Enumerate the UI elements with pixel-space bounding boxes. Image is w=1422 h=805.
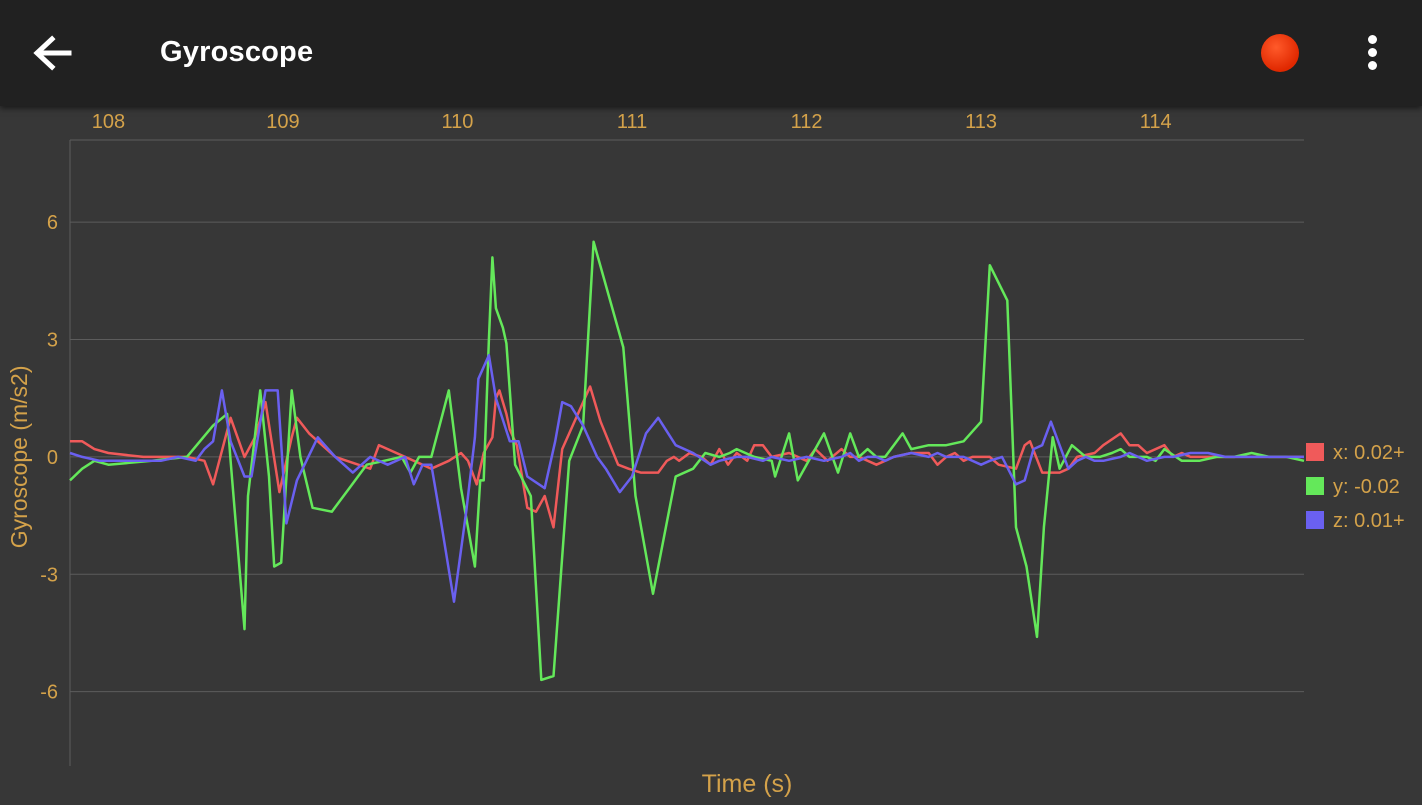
x-tick-label: 114	[1140, 111, 1172, 133]
legend-swatch-y	[1306, 477, 1324, 495]
back-button[interactable]	[22, 27, 82, 81]
x-tick-label: 108	[92, 111, 125, 133]
legend-label-z: z: 0.01+	[1333, 510, 1405, 532]
app-bar: Gyroscope	[0, 0, 1422, 106]
x-tick-label: 113	[965, 111, 997, 133]
legend-swatch-z	[1306, 511, 1324, 529]
chart-area: 6 3 0 -3 -6 108 109 110 111 112 113 114 x: 0.02+ y: -…	[0, 106, 1422, 800]
y-tick-label: -3	[40, 564, 58, 586]
legend-swatch-x	[1306, 443, 1324, 461]
record-button[interactable]	[1261, 34, 1299, 72]
x-tick-label: 109	[266, 111, 299, 133]
y-tick-label: 6	[47, 212, 58, 234]
x-axis-title: Time (s)	[702, 770, 793, 798]
arrow-left-icon	[33, 35, 72, 71]
legend-label-x: x: 0.02+	[1333, 442, 1405, 464]
y-tick-label: 3	[47, 330, 58, 352]
overflow-menu-button[interactable]	[1358, 30, 1388, 76]
x-tick-label: 110	[442, 111, 474, 133]
x-tick-label: 111	[617, 111, 647, 133]
y-axis-title: Gyroscope (m/s2)	[6, 366, 32, 549]
page-title: Gyroscope	[160, 36, 314, 68]
series-line-z	[69, 353, 1304, 603]
y-tick-label: -6	[40, 682, 58, 704]
series-line-x	[70, 385, 1304, 529]
legend-label-y: y: -0.02	[1333, 476, 1400, 498]
y-tick-label: 0	[47, 447, 58, 469]
gyroscope-chart: 6 3 0 -3 -6 108 109 110 111 112 113 114 x: 0.02+ y: -…	[6, 111, 1405, 798]
x-tick-label: 112	[791, 111, 823, 133]
